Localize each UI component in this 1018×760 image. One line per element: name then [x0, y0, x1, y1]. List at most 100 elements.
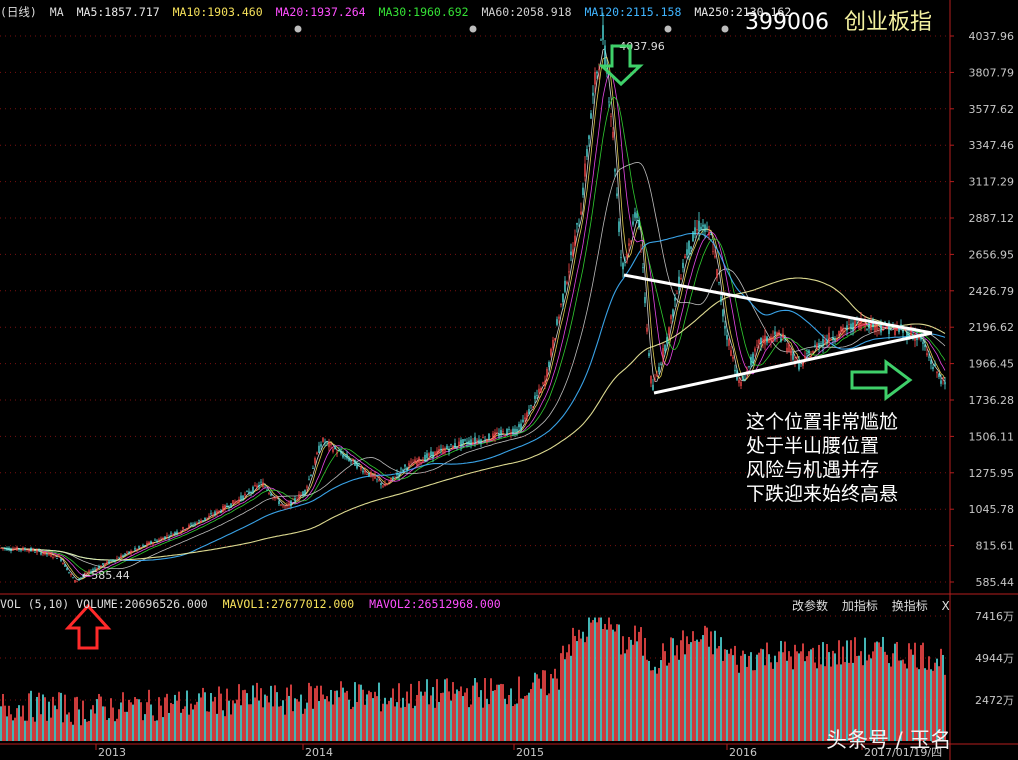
- candle-body: [750, 356, 752, 366]
- candle-body: [102, 563, 104, 565]
- candle-body: [924, 344, 926, 348]
- volume-bar: [554, 668, 556, 741]
- volume-bar: [652, 670, 654, 741]
- candle-body: [10, 550, 12, 551]
- volume-bar: [334, 690, 336, 741]
- candle-body: [716, 269, 718, 278]
- candle-body: [722, 309, 724, 317]
- candle-body: [188, 524, 190, 528]
- candle-body: [798, 359, 800, 370]
- volume-bar: [262, 707, 264, 741]
- candle-body: [12, 548, 14, 551]
- analysis-note: 这个位置非常尴尬 处于半山腰位置 风险与机遇并存 下跌迎来始终高悬: [746, 410, 898, 506]
- candle-body: [42, 553, 44, 555]
- volume-bar: [498, 684, 500, 741]
- candle-body: [812, 351, 814, 353]
- edit-params-button[interactable]: 改参数: [792, 599, 829, 613]
- volume-bar: [120, 702, 122, 741]
- volume-bar: [668, 662, 670, 741]
- close-icon[interactable]: X: [941, 599, 950, 613]
- volume-bar: [294, 698, 296, 741]
- candle-body: [370, 472, 372, 477]
- volume-bar: [40, 714, 42, 741]
- candle-body: [346, 454, 348, 459]
- candle-body: [706, 226, 708, 228]
- add-indicator-button[interactable]: 加指标: [841, 599, 878, 613]
- candle-body: [246, 491, 248, 492]
- candle-body: [578, 225, 580, 227]
- volume-bar: [566, 652, 568, 741]
- volume-bar: [886, 654, 888, 741]
- volume-bar: [252, 685, 254, 741]
- switch-indicator-button[interactable]: 换指标: [891, 599, 928, 613]
- candle-body: [282, 505, 284, 507]
- candle-body: [678, 276, 680, 290]
- candle-body: [126, 551, 128, 553]
- volume-bar: [756, 654, 758, 741]
- candle-body: [234, 501, 236, 504]
- volume-bar: [914, 642, 916, 741]
- candle-body: [530, 404, 532, 406]
- candle-body: [738, 379, 740, 383]
- index-code: 399006: [745, 10, 829, 35]
- volume-bar: [614, 631, 616, 741]
- volume-bar: [470, 704, 472, 741]
- volume-bar: [242, 690, 244, 741]
- candle-body: [648, 353, 650, 357]
- ma10-value: MA10:1903.460: [172, 5, 263, 19]
- candle-body: [430, 451, 432, 456]
- candle-body: [610, 116, 612, 117]
- candle-body: [552, 339, 554, 349]
- volume-bar: [116, 718, 118, 741]
- volume-bar: [254, 697, 256, 741]
- volume-bar: [106, 719, 108, 741]
- price-tick-label: 585.44: [976, 576, 1015, 589]
- price-tick-label: 1275.95: [969, 467, 1015, 480]
- volume-bar: [182, 708, 184, 741]
- ma250-value: MA250:2130.162: [694, 5, 792, 19]
- volume-bar: [394, 706, 396, 741]
- volume-bar: [840, 664, 842, 741]
- volume-bar: [370, 692, 372, 741]
- candle-body: [826, 340, 828, 342]
- volume-bar: [870, 658, 872, 741]
- volume-bar: [226, 688, 228, 741]
- volume-bar: [354, 682, 356, 741]
- candle-body: [416, 461, 418, 466]
- volume-bar: [398, 683, 400, 741]
- candle-body: [666, 337, 668, 344]
- candle-body: [342, 454, 344, 458]
- ma-legend: (日线) MA MA5:1857.717 MA10:1903.460 MA20:…: [0, 4, 797, 24]
- candle-body: [600, 39, 602, 41]
- volume-bar: [248, 704, 250, 741]
- volume-bar: [800, 651, 802, 741]
- volume-bar: [564, 659, 566, 741]
- candle-body: [158, 539, 160, 541]
- price-tick-label: 2426.79: [969, 285, 1015, 298]
- candle-body: [614, 169, 616, 172]
- candle-body: [344, 454, 346, 457]
- volume-bar: [488, 704, 490, 741]
- candle-body: [394, 478, 396, 480]
- candle-body: [554, 338, 556, 341]
- candle-body: [748, 366, 750, 367]
- candle-body: [874, 326, 876, 332]
- candle-body: [922, 342, 924, 344]
- scroll-marker-icon: [294, 25, 302, 33]
- candle-body: [200, 520, 202, 523]
- candle-body: [776, 332, 778, 336]
- volume-bar: [82, 700, 84, 741]
- volume-bar: [760, 648, 762, 741]
- candle-body: [4, 547, 6, 549]
- candle-body: [354, 459, 356, 466]
- candle-body: [860, 318, 862, 329]
- volume-bar: [924, 668, 926, 741]
- volume-bar: [504, 698, 506, 741]
- candle-body: [146, 542, 148, 546]
- candle-body: [206, 517, 208, 519]
- volume-bar: [482, 707, 484, 741]
- candle-body: [928, 356, 930, 358]
- volume-bar: [168, 712, 170, 741]
- volume-bar: [480, 690, 482, 741]
- candle-body: [902, 330, 904, 333]
